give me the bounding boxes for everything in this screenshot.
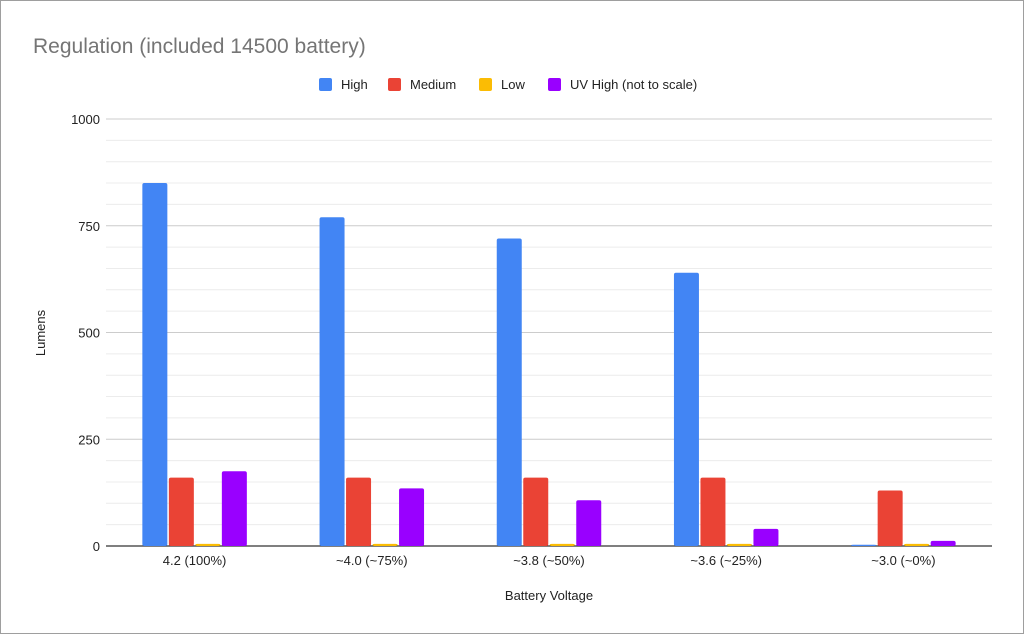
bar-low [904, 543, 930, 546]
legend-label: Low [501, 77, 525, 92]
bar-medium [700, 477, 726, 546]
bar-low [726, 543, 752, 546]
bar-medium [877, 490, 903, 546]
x-tick-label: ~3.6 (~25%) [690, 553, 762, 568]
bar-uv-high-not-to-scale [753, 528, 779, 546]
bar-medium [523, 477, 549, 546]
y-axis-label: Lumens [33, 309, 48, 356]
bar-low [195, 543, 221, 546]
bar-high [851, 544, 877, 546]
y-tick-label: 500 [78, 326, 100, 341]
bar-uv-high-not-to-scale [399, 488, 425, 546]
bar-low [372, 543, 398, 546]
legend-swatch [319, 78, 332, 91]
x-tick-label: 4.2 (100%) [163, 553, 227, 568]
legend-swatch [479, 78, 492, 91]
legend-label: Medium [410, 77, 456, 92]
legend: High Medium Low UV High (not to scale) [319, 77, 697, 92]
x-axis-label: Battery Voltage [505, 588, 593, 603]
x-tick-label: ~4.0 (~75%) [336, 553, 408, 568]
gridlines [106, 118, 992, 547]
legend-swatch [388, 78, 401, 91]
legend-swatch [548, 78, 561, 91]
bar-high [142, 183, 168, 547]
bar-high [673, 272, 699, 546]
legend-label: UV High (not to scale) [570, 77, 697, 92]
bar-uv-high-not-to-scale [930, 540, 956, 546]
bar-high [496, 238, 522, 546]
bar-medium [346, 477, 372, 546]
legend-label: High [341, 77, 368, 92]
x-tick-label: ~3.0 (~0%) [871, 553, 935, 568]
y-tick-label: 1000 [71, 112, 100, 127]
x-tick-label: ~3.8 (~50%) [513, 553, 585, 568]
y-tick-label: 250 [78, 432, 100, 447]
bar-low [549, 543, 575, 546]
bar-uv-high-not-to-scale [576, 500, 602, 546]
bars [142, 183, 956, 547]
bar-uv-high-not-to-scale [221, 471, 247, 546]
bar-medium [168, 477, 194, 546]
bar-high [319, 217, 345, 546]
y-tick-label: 0 [93, 539, 100, 554]
y-tick-label: 750 [78, 219, 100, 234]
chart-title: Regulation (included 14500 battery) [33, 35, 366, 58]
axis-ticks: 0 250 500 750 1000 4.2 (100%) ~4.0 (~75%) ~3.8 … [71, 112, 935, 568]
